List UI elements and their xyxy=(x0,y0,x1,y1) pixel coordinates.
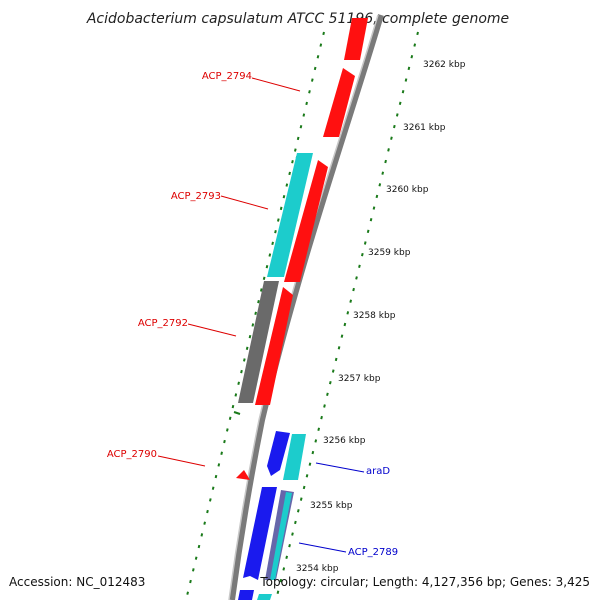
gene-acp-2792-red xyxy=(255,287,293,405)
inner-tick-ring xyxy=(275,31,419,600)
gene-label: ACP_2794 xyxy=(202,71,252,82)
gene-acp-2792-grey xyxy=(238,281,279,403)
gene-label: ACP_2790 xyxy=(107,449,157,460)
tick-label: 3261 kbp xyxy=(403,123,446,133)
gene-blue-3 xyxy=(238,590,254,600)
accession-text: Accession: NC_012483 xyxy=(9,575,145,589)
scale-labels: 3262 kbp 3261 kbp 3260 kbp 3259 kbp 3258… xyxy=(296,60,466,574)
gene-label: ACP_2792 xyxy=(138,318,188,329)
gene-acp-2793-cyan xyxy=(267,153,313,277)
tick-label: 3257 kbp xyxy=(338,374,381,384)
gene-label: araD xyxy=(366,466,390,477)
tick-label: 3262 kbp xyxy=(423,60,466,70)
tick-label: 3254 kbp xyxy=(296,564,339,574)
topology-text: Topology: circular; Length: 4,127,356 bp… xyxy=(259,575,590,589)
gene-acp-2790 xyxy=(236,470,250,480)
tick-label: 3258 kbp xyxy=(353,311,396,321)
gene-red-top xyxy=(344,18,368,60)
gene-acp-2793-red xyxy=(284,160,328,282)
tick-label: 3260 kbp xyxy=(386,185,429,195)
gene-label: ACP_2789 xyxy=(348,547,398,558)
gene-cyan-3 xyxy=(257,594,272,600)
gene-cyan-small xyxy=(270,492,292,580)
outer-tick-ring xyxy=(185,31,325,600)
gene-acp-2794 xyxy=(323,68,355,137)
page-title: Acidobacterium capsulatum ATCC 51196, co… xyxy=(86,11,509,27)
tick-label: 3259 kbp xyxy=(368,248,411,258)
gene-labels: ACP_2794 ACP_2793 ACP_2792 ACP_2790 araD… xyxy=(107,71,398,558)
tick-label: 3255 kbp xyxy=(310,501,353,511)
gene-blue-1 xyxy=(267,431,290,476)
gene-blue-2 xyxy=(243,487,277,580)
gene-label: ACP_2793 xyxy=(171,191,221,202)
tick-label: 3256 kbp xyxy=(323,436,366,446)
gene-arad xyxy=(283,434,306,480)
